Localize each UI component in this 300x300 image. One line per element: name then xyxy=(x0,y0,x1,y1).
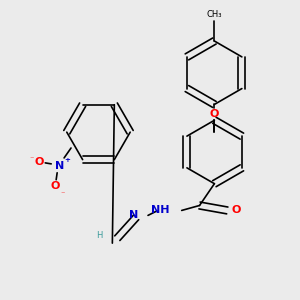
Text: ⁻: ⁻ xyxy=(61,189,65,198)
Text: O: O xyxy=(50,181,60,191)
Text: O: O xyxy=(34,157,44,167)
Text: O: O xyxy=(231,206,241,215)
Text: CH₃: CH₃ xyxy=(207,10,222,19)
Text: N: N xyxy=(129,210,138,220)
Text: H: H xyxy=(96,231,102,240)
Text: O: O xyxy=(210,109,219,119)
Text: +: + xyxy=(64,157,70,163)
Text: NH: NH xyxy=(151,206,170,215)
Text: N: N xyxy=(55,161,64,171)
Text: ⁻: ⁻ xyxy=(29,154,34,164)
